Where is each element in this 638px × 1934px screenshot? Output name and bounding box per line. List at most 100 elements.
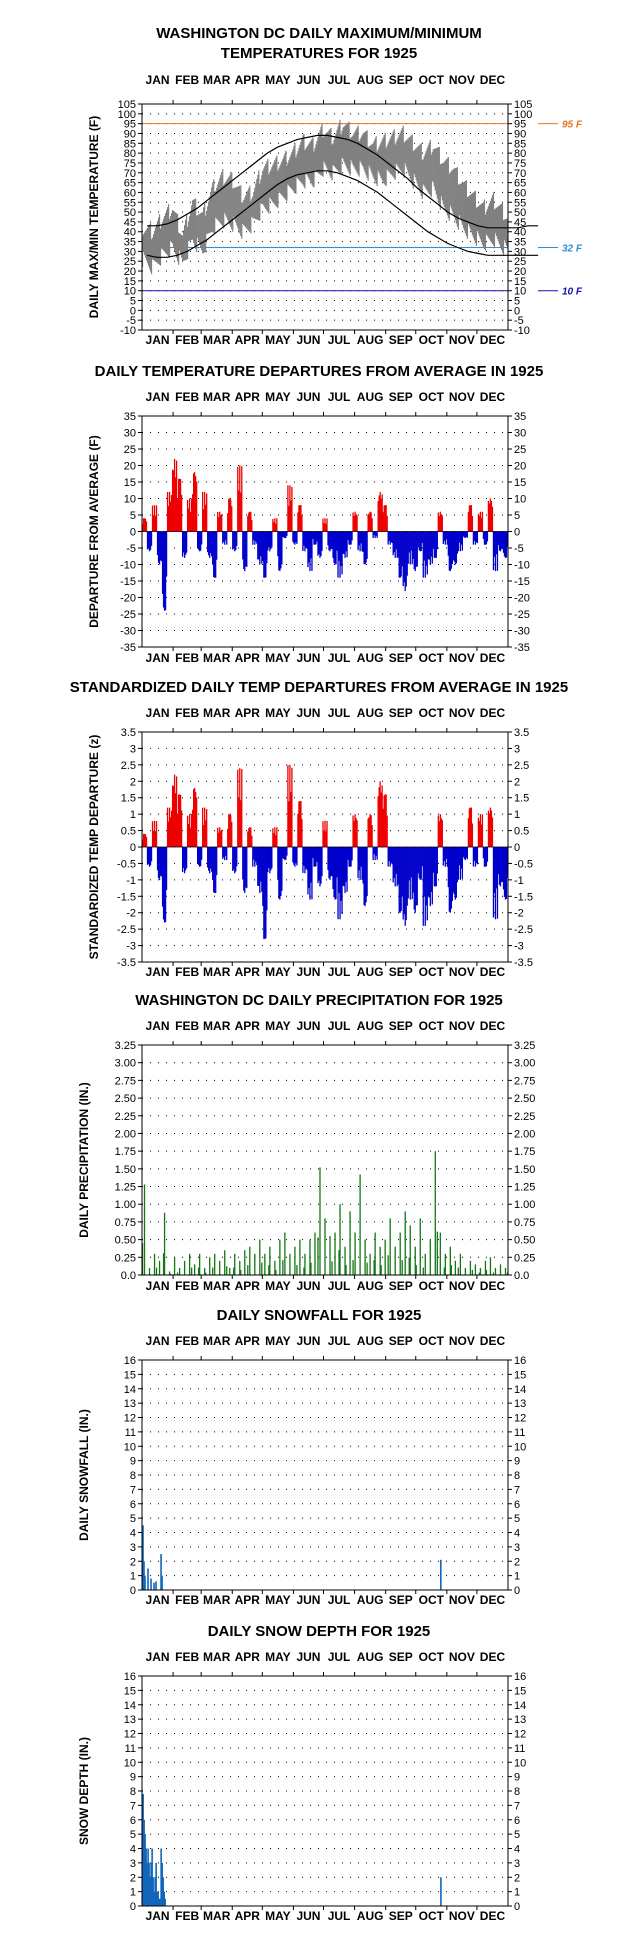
month-label-top: JUL bbox=[328, 73, 351, 87]
month-label-bottom: JUN bbox=[296, 1909, 320, 1923]
month-label-top: NOV bbox=[449, 390, 475, 404]
chart-title: WASHINGTON DC DAILY MAXIMUM/MINIMUM bbox=[156, 25, 482, 42]
month-label-bottom: APR bbox=[235, 1593, 261, 1607]
month-label-bottom: MAR bbox=[203, 1593, 231, 1607]
ytick-label-right: 30 bbox=[514, 428, 526, 440]
month-label-bottom: FEB bbox=[175, 1593, 199, 1607]
month-label-top: SEP bbox=[389, 73, 413, 87]
month-label-bottom: JUN bbox=[296, 651, 320, 665]
month-label-top: JUN bbox=[296, 390, 320, 404]
ytick-label-right: -3 bbox=[514, 941, 524, 953]
month-label-top: MAR bbox=[203, 1334, 231, 1348]
month-label-bottom: SEP bbox=[389, 1593, 413, 1607]
month-label-bottom: APR bbox=[235, 651, 261, 665]
ytick-label-left: 2 bbox=[130, 776, 136, 788]
ytick-label-right: -1 bbox=[514, 875, 524, 887]
ytick-label-right: 0 bbox=[514, 842, 520, 854]
month-label-bottom: JUN bbox=[296, 965, 320, 979]
month-label-top: AUG bbox=[357, 73, 384, 87]
ytick-label-right: 13 bbox=[514, 1714, 526, 1726]
ytick-label-left: 3.5 bbox=[121, 727, 136, 739]
month-label-bottom: MAR bbox=[203, 333, 231, 347]
ytick-label-left: 12 bbox=[124, 1729, 136, 1741]
plot-frame bbox=[141, 1044, 509, 1276]
month-label-bottom: DEC bbox=[480, 965, 506, 979]
month-label-top: NOV bbox=[449, 1334, 475, 1348]
ytick-label-left: 90 bbox=[124, 128, 136, 140]
snow-depth-bar bbox=[159, 1898, 161, 1906]
y-axis-label: DAILY SNOWFALL (IN.) bbox=[77, 1409, 91, 1541]
ytick-label-left: 15 bbox=[124, 276, 136, 288]
chart-title: STANDARDIZED DAILY TEMP DEPARTURES FROM … bbox=[70, 679, 568, 696]
ytick-label-right: -10 bbox=[514, 325, 530, 337]
month-label-top: MAR bbox=[203, 390, 231, 404]
month-label-top: FEB bbox=[175, 1019, 199, 1033]
snow-depth-bar bbox=[162, 1877, 164, 1906]
month-label-bottom: JUN bbox=[296, 333, 320, 347]
ytick-label-left: 55 bbox=[124, 197, 136, 209]
ytick-label-right: -10 bbox=[514, 560, 530, 572]
month-label-bottom: NOV bbox=[449, 1279, 475, 1293]
month-label-top: AUG bbox=[357, 1019, 384, 1033]
month-label-bottom: OCT bbox=[419, 965, 445, 979]
ytick-label-right: 3 bbox=[514, 1858, 520, 1870]
snow-depth-bar bbox=[144, 1834, 146, 1906]
ytick-label-left: 0.50 bbox=[115, 1235, 136, 1247]
ytick-label-right: 1.75 bbox=[514, 1146, 535, 1158]
ytick-label-right: 15 bbox=[514, 1685, 526, 1697]
ytick-label-left: 25 bbox=[124, 256, 136, 268]
ytick-label-right: 65 bbox=[514, 178, 526, 190]
ytick-label-right: 15 bbox=[514, 477, 526, 489]
ytick-label-right: -25 bbox=[514, 609, 530, 621]
month-label-top: FEB bbox=[175, 390, 199, 404]
ytick-label-left: 105 bbox=[118, 99, 136, 111]
month-label-bottom: FEB bbox=[175, 965, 199, 979]
month-label-bottom: MAR bbox=[203, 965, 231, 979]
ytick-label-right: 10 bbox=[514, 1757, 526, 1769]
month-label-top: JUL bbox=[328, 706, 351, 720]
ytick-label-left: -5 bbox=[126, 315, 136, 327]
month-label-top: JAN bbox=[146, 706, 170, 720]
ytick-label-left: 1 bbox=[130, 1571, 136, 1583]
month-label-bottom: JUL bbox=[328, 651, 351, 665]
month-label-bottom: MAY bbox=[265, 1593, 291, 1607]
month-label-bottom: JUN bbox=[296, 1593, 320, 1607]
y-axis-label: STANDARDIZED TEMP DEPARTURE (z) bbox=[87, 735, 101, 960]
ytick-label-left: 2.25 bbox=[115, 1111, 136, 1123]
month-label-top: JUN bbox=[296, 1019, 320, 1033]
month-label-top: MAR bbox=[203, 73, 231, 87]
ytick-label-right: 7 bbox=[514, 1484, 520, 1496]
ytick-label-left: 10 bbox=[124, 1441, 136, 1453]
ytick-label-right: 95 bbox=[514, 119, 526, 131]
ytick-label-right: 70 bbox=[514, 168, 526, 180]
ytick-label-left: 50 bbox=[124, 207, 136, 219]
month-label-bottom: OCT bbox=[419, 651, 445, 665]
month-label-top: MAR bbox=[203, 1019, 231, 1033]
y-axis-label: SNOW DEPTH (IN.) bbox=[77, 1737, 91, 1845]
month-label-top: MAY bbox=[265, 390, 291, 404]
ytick-label-left: 2.75 bbox=[115, 1075, 136, 1087]
month-label-top: OCT bbox=[419, 1019, 445, 1033]
ytick-label-left: 6 bbox=[130, 1499, 136, 1511]
ytick-label-left: -20 bbox=[120, 593, 136, 605]
month-label-bottom: MAY bbox=[265, 1279, 291, 1293]
month-label-bottom: JAN bbox=[146, 651, 170, 665]
ytick-label-right: -5 bbox=[514, 543, 524, 555]
chart-panel-1: WASHINGTON DC DAILY MAXIMUM/MINIMUM TEMPE… bbox=[87, 25, 583, 347]
ytick-label-left: 30 bbox=[124, 246, 136, 258]
ytick-label-right: 2.75 bbox=[514, 1075, 535, 1087]
month-label-top: APR bbox=[235, 1019, 261, 1033]
ytick-label-right: 2.25 bbox=[514, 1111, 535, 1123]
snow-depth-bar bbox=[152, 1877, 154, 1906]
ytick-label-left: 16 bbox=[124, 1671, 136, 1683]
ytick-label-left: -0.5 bbox=[117, 858, 136, 870]
month-label-bottom: MAR bbox=[203, 1909, 231, 1923]
ytick-label-left: 3 bbox=[130, 743, 136, 755]
month-label-top: MAY bbox=[265, 73, 291, 87]
ytick-label-left: 15 bbox=[124, 1369, 136, 1381]
month-label-bottom: SEP bbox=[389, 651, 413, 665]
chart-title: DAILY SNOW DEPTH FOR 1925 bbox=[208, 1623, 431, 1640]
ytick-label-right: -0.5 bbox=[514, 858, 533, 870]
month-label-top: APR bbox=[235, 706, 261, 720]
